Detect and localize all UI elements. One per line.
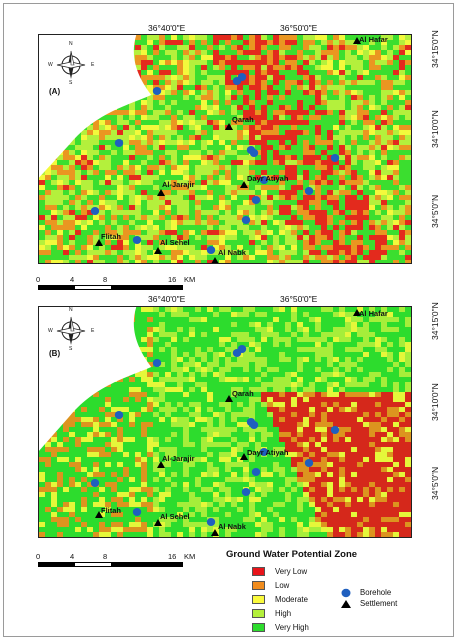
settlement-label-flitah: Flitah [101, 506, 121, 515]
very-high-swatch [252, 623, 265, 632]
settlement-marker [211, 529, 219, 536]
legend: Ground Water Potential Zone [222, 549, 452, 560]
borehole-marker [152, 359, 162, 367]
lon-label-50: 36°50'0"E [280, 23, 318, 33]
borehole-marker [251, 468, 261, 476]
settlement-marker [225, 395, 233, 402]
map-panel-b: (B) N S W E Al Hafar Qarah Al-Jarajir Da… [38, 306, 412, 538]
borehole-marker [114, 411, 124, 419]
settlement-label-al-hafar: Al Hafar [359, 35, 388, 44]
settlement-label-dayr-atiyah: Dayr Atiyah [247, 448, 289, 457]
settlement-marker [95, 511, 103, 518]
lat-label-5-b: 34°5'0"N [430, 466, 440, 500]
settlement-marker [240, 181, 248, 188]
settlement-label-al-nabk: Al Nabk [218, 522, 246, 531]
borehole-marker [304, 459, 314, 467]
borehole-marker [241, 216, 251, 224]
settlement-marker [240, 453, 248, 460]
borehole-marker [206, 518, 216, 526]
borehole-marker [304, 187, 314, 195]
borehole-marker [132, 236, 142, 244]
very-low-swatch [252, 567, 265, 576]
borehole-marker [90, 479, 100, 487]
borehole-marker [232, 77, 242, 85]
legend-settlement: Settlement [340, 598, 397, 609]
settlement-marker [225, 123, 233, 130]
lat-label-15: 34°15'0"N [430, 30, 440, 68]
settlement-marker [353, 309, 361, 316]
settlement-label-al-hafar: Al Hafar [359, 309, 388, 318]
settlement-marker [95, 239, 103, 246]
borehole-marker [232, 349, 242, 357]
settlement-marker [157, 461, 165, 468]
legend-title: Ground Water Potential Zone [226, 549, 358, 560]
settlement-label-al-jarajir: Al-Jarajir [162, 454, 195, 463]
borehole-marker [90, 207, 100, 215]
settlement-label-flitah: Flitah [101, 232, 121, 241]
borehole-marker [206, 246, 216, 254]
settlement-marker [154, 519, 162, 526]
gwpz-map-b [39, 307, 411, 537]
legend-zone-low: Low [252, 580, 289, 591]
scale-bar-a: 0 4 8 16 KM [36, 275, 195, 290]
settlement-label-qarah: Qarah [232, 389, 254, 398]
borehole-marker [330, 426, 340, 434]
borehole-marker [114, 139, 124, 147]
legend-zone-moderate: Moderate [252, 594, 308, 605]
borehole-marker [249, 421, 259, 429]
high-swatch [252, 609, 265, 618]
settlement-label-al-sehel: Al Sehel [160, 238, 190, 247]
borehole-marker [259, 176, 269, 184]
north-arrow-icon: N S W E [48, 41, 95, 86]
borehole-marker [330, 154, 340, 162]
settlement-marker [211, 257, 219, 263]
borehole-marker [152, 87, 162, 95]
settlement-label-al-sehel: Al Sehel [160, 512, 190, 521]
lat-label-10-b: 34°10'0"N [430, 383, 440, 421]
panel-label-b: (B) [49, 349, 61, 358]
map-panel-a: (A) N S W E Al Hafar Qarah Al-Jarajir Da… [38, 34, 412, 264]
gwpz-map-a [39, 35, 411, 263]
panel-label-a: (A) [49, 87, 61, 96]
moderate-swatch [252, 595, 265, 604]
settlement-icon [341, 599, 351, 608]
scale-bar-b: 0 4 8 16 KM [36, 552, 195, 567]
north-arrow-icon: N S W E [48, 307, 95, 352]
borehole-marker [249, 149, 259, 157]
settlement-label-al-nabk: Al Nabk [218, 248, 246, 257]
settlement-label-qarah: Qarah [232, 115, 254, 124]
borehole-marker [251, 196, 261, 204]
settlement-marker [353, 37, 361, 44]
legend-zone-very-low: Very Low [252, 566, 307, 577]
lon-label-40-b: 36°40'0"E [148, 294, 186, 304]
borehole-marker [259, 448, 269, 456]
borehole-icon [341, 588, 351, 597]
low-swatch [252, 581, 265, 590]
borehole-marker [132, 508, 142, 516]
lat-label-10: 34°10'0"N [430, 110, 440, 148]
lon-label-40: 36°40'0"E [148, 23, 186, 33]
settlement-marker [157, 189, 165, 196]
lon-label-50-b: 36°50'0"E [280, 294, 318, 304]
settlement-marker [154, 247, 162, 254]
legend-zone-very-high: Very High [252, 622, 309, 633]
legend-zone-high: High [252, 608, 291, 619]
settlement-label-al-jarajir: Al-Jarajir [162, 180, 195, 189]
lat-label-5: 34°5'0"N [430, 194, 440, 228]
legend-borehole: Borehole [340, 587, 391, 598]
lat-label-15-b: 34°15'0"N [430, 302, 440, 340]
settlement-label-dayr-atiyah: Dayr Atiyah [247, 174, 289, 183]
borehole-marker [241, 488, 251, 496]
